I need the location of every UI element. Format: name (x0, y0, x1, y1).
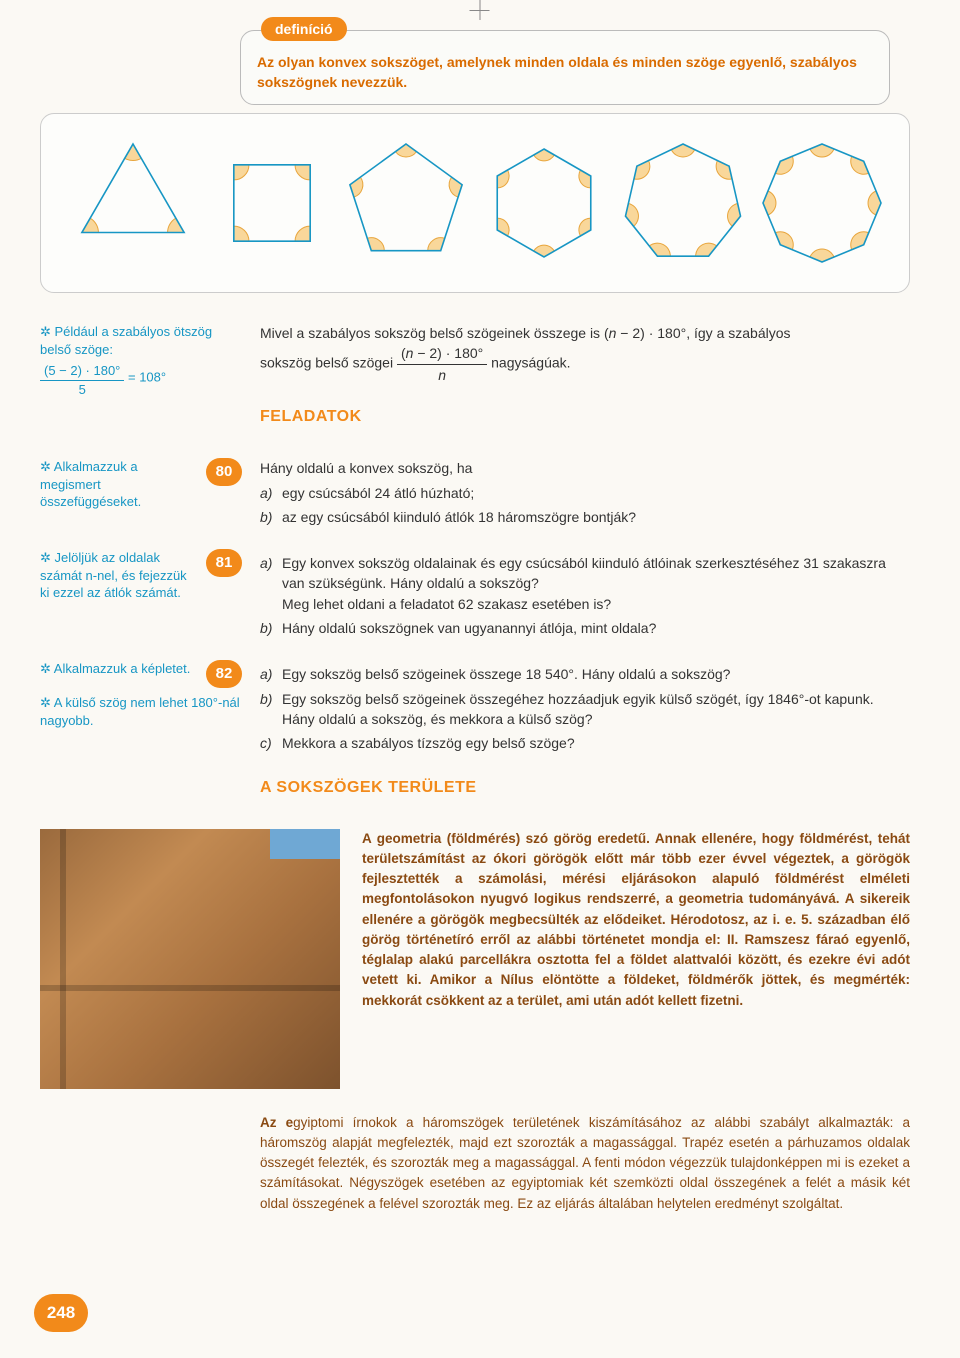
regular-polygons-card (40, 113, 910, 293)
exercise-81: Jelöljük az oldalak számát n-nel, és fej… (40, 549, 910, 642)
history-block: A geometria (földmérés) szó görög eredet… (40, 829, 910, 1089)
ex80-margin: Alkalmazzuk a megismert összefüggéseket.… (40, 458, 260, 531)
triangle-shape (63, 138, 203, 268)
crop-mark (480, 0, 481, 20)
ex81-body: a)Egy konvex sokszög oldalainak és egy c… (260, 549, 910, 642)
star-icon (40, 695, 54, 710)
ex82-margin: Alkalmazzuk a képletet. 82 A külső szög … (40, 660, 260, 810)
exercise-number-80: 80 (206, 458, 242, 486)
definition-text: Az olyan konvex sokszöget, amelynek mind… (257, 53, 873, 92)
ex81-margin: Jelöljük az oldalak számát n-nel, és fej… (40, 549, 260, 642)
ex80-body: Hány oldalú a konvex sokszög, ha a)egy c… (260, 458, 910, 531)
star-icon (40, 459, 54, 474)
pentagon-shape (341, 138, 471, 268)
octagon-shape (757, 138, 887, 268)
definition-badge: definíció (261, 17, 347, 41)
ex82-body: a)Egy sokszög belső szögeinek összege 18… (260, 660, 910, 810)
history-text-1: A geometria (földmérés) szó görög eredet… (362, 829, 910, 1089)
example-label: Például a szabályos ötszög belső szöge: (40, 324, 212, 357)
body-fraction: (n − 2) · 180° n (397, 343, 487, 385)
example-margin: Például a szabályos ötszög belső szöge: … (40, 323, 260, 440)
heptagon-shape (618, 138, 748, 268)
example-result: = 108° (128, 370, 166, 385)
exercise-80: Alkalmazzuk a megismert összefüggéseket.… (40, 458, 910, 531)
example-fraction: (5 − 2) · 180° 5 (40, 362, 124, 398)
intro-body: Mivel a szabályos sokszög belső szögeine… (260, 323, 910, 440)
hexagon-shape (479, 143, 609, 263)
star-icon (40, 550, 55, 565)
square-shape (212, 143, 332, 263)
star-icon (40, 661, 54, 676)
exercise-82: Alkalmazzuk a képletet. 82 A külső szög … (40, 660, 910, 810)
exercise-number-81: 81 (206, 549, 242, 577)
star-icon (40, 324, 55, 339)
exercise-number-82: 82 (206, 660, 242, 688)
feladatok-heading: FELADATOK (260, 405, 910, 428)
intro-row: Például a szabályos ötszög belső szöge: … (40, 323, 910, 440)
egyptian-relief-photo (40, 829, 340, 1089)
history-text-2: Az egyiptomi írnokok a háromszögek terül… (260, 1113, 910, 1214)
definition-card: definíció Az olyan konvex sokszöget, ame… (240, 30, 890, 105)
area-heading: A SOKSZÖGEK TERÜLETE (260, 776, 910, 799)
page-number: 248 (34, 1294, 88, 1332)
